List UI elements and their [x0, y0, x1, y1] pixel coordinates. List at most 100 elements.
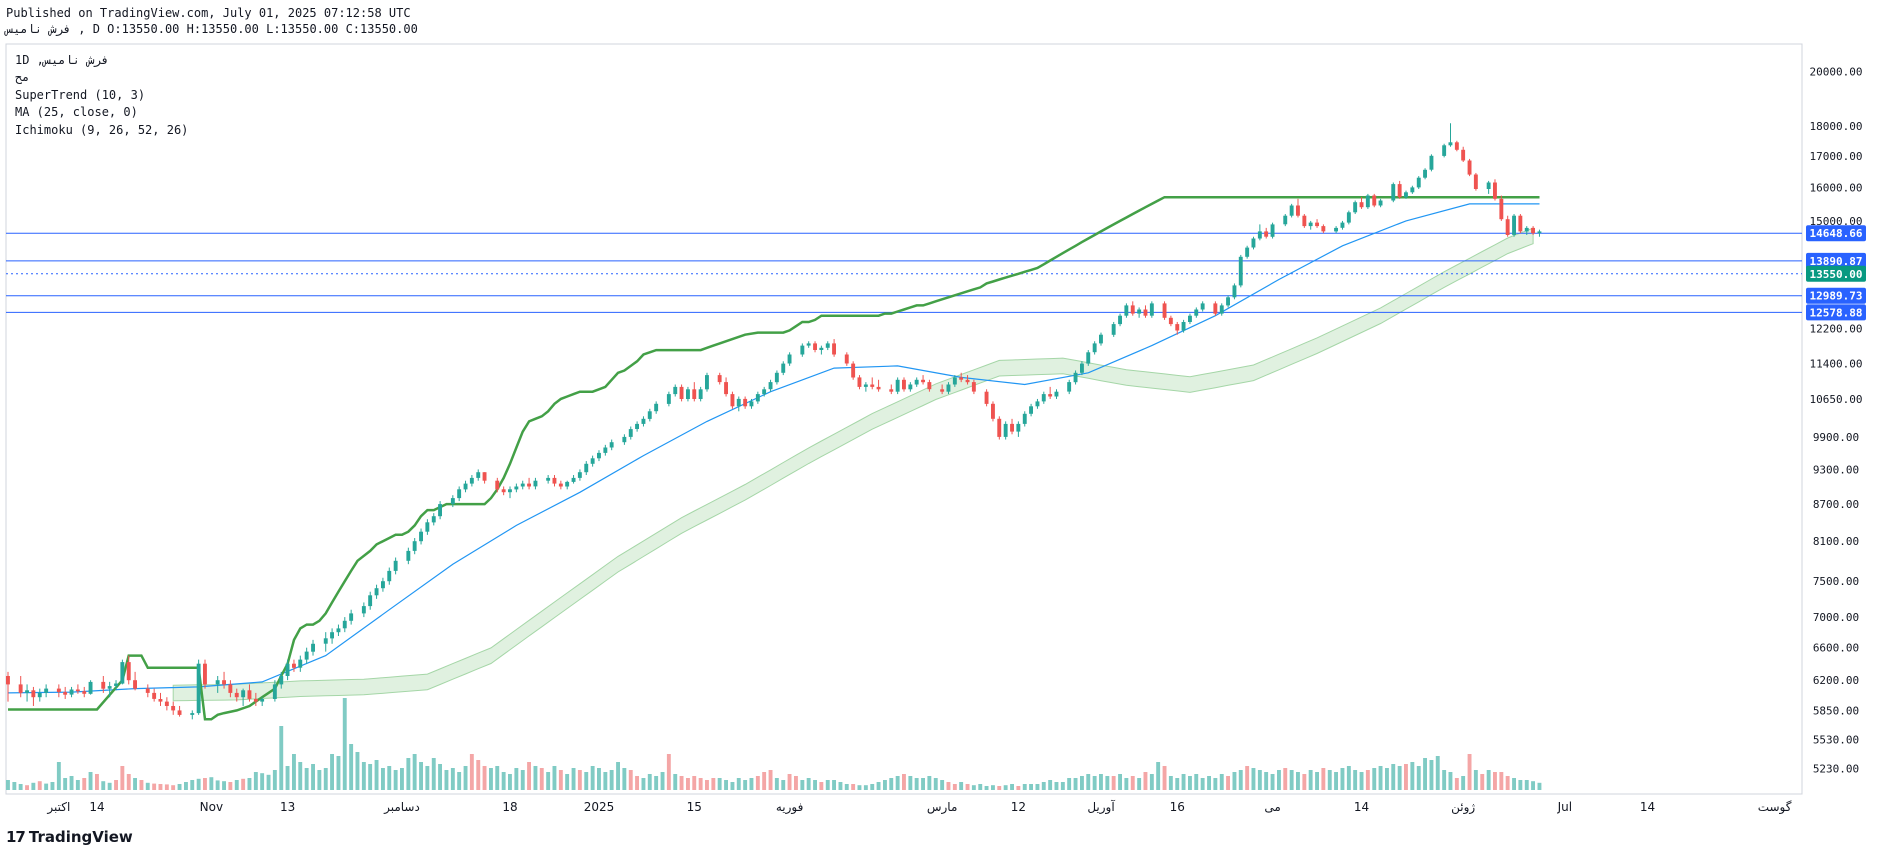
- volume-bar: [482, 766, 487, 790]
- candle-body: [247, 690, 252, 699]
- candle-body: [336, 628, 341, 633]
- candle-body: [1493, 182, 1497, 199]
- candle-body: [298, 659, 303, 668]
- volume-bar: [177, 784, 182, 790]
- volume-bar: [164, 784, 169, 790]
- tradingview-wordmark: TradingView: [28, 828, 133, 846]
- candle-body: [406, 550, 411, 561]
- y-tick-label: 16000.00: [1810, 181, 1863, 194]
- volume-bar: [88, 772, 93, 790]
- price-line-label-bg: [1806, 252, 1866, 269]
- candle-body: [419, 531, 423, 542]
- y-tick-label: 20000.00: [1810, 65, 1863, 78]
- volume-bar: [539, 768, 544, 790]
- volume-bar: [717, 778, 722, 790]
- candle-body: [571, 477, 576, 482]
- volume-bar: [508, 774, 512, 790]
- candle-body: [546, 477, 551, 481]
- candle-body: [425, 522, 430, 532]
- candle-body: [1346, 212, 1351, 223]
- volume-bar: [1092, 776, 1097, 790]
- volume-bar: [577, 770, 582, 790]
- legend-ichimoku[interactable]: Ichimoku (9, 26, 52, 26): [15, 123, 188, 137]
- legend-supertrend[interactable]: SuperTrend (10, 3): [15, 88, 145, 102]
- volume-bar: [724, 780, 728, 790]
- candle-body: [679, 386, 684, 399]
- volume-bar: [673, 774, 678, 790]
- candle-body: [1486, 182, 1491, 189]
- candle-body: [889, 389, 894, 392]
- volume-bar: [31, 782, 36, 790]
- volume-bar: [304, 768, 309, 790]
- candle-body: [787, 354, 792, 364]
- volume-bar: [1340, 768, 1345, 790]
- x-tick-label: Jul: [1557, 800, 1572, 814]
- volume-bar: [997, 786, 1002, 790]
- candle-body: [946, 384, 951, 392]
- candle-body: [622, 436, 627, 443]
- volume-bar: [584, 772, 589, 790]
- candle-body: [1080, 363, 1084, 373]
- candle-body: [666, 394, 671, 404]
- volume-bar: [1467, 754, 1472, 790]
- volume-bar: [1353, 770, 1358, 790]
- candle-body: [1245, 247, 1250, 257]
- candle-body: [1213, 303, 1218, 314]
- candle-body: [234, 692, 239, 698]
- candle-body: [514, 486, 519, 490]
- volume-bar: [647, 774, 652, 790]
- volume-bar: [1486, 770, 1491, 790]
- volume-bar: [533, 766, 538, 790]
- candle-body: [18, 684, 23, 693]
- candle-body: [501, 489, 506, 493]
- volume-bar: [412, 754, 417, 790]
- candle-body: [1442, 145, 1447, 156]
- candle-body: [647, 411, 652, 419]
- volume-bar: [1378, 766, 1383, 790]
- volume-bar: [1473, 770, 1478, 790]
- candle-body: [1296, 205, 1300, 216]
- candle-body: [368, 595, 373, 607]
- volume-bar: [1118, 774, 1122, 790]
- candle-body: [495, 480, 500, 490]
- candle-body: [508, 489, 512, 493]
- volume-bar: [965, 784, 970, 790]
- candle-body: [1283, 215, 1288, 225]
- candle-body: [749, 401, 754, 407]
- candle-body: [1073, 372, 1078, 383]
- volume-bar: [800, 780, 805, 790]
- volume-bar: [107, 782, 112, 790]
- volume-bar: [114, 780, 118, 790]
- candle-body: [1353, 202, 1358, 213]
- volume-bar: [609, 770, 614, 790]
- volume-bar: [1073, 778, 1078, 790]
- candle-body: [908, 384, 913, 390]
- volume-bar: [755, 776, 760, 790]
- price-line-label: 14648.66: [1810, 227, 1863, 240]
- volume-bar: [654, 776, 659, 790]
- candle-body: [1016, 423, 1021, 432]
- volume-bar: [63, 778, 68, 790]
- candle-body: [69, 689, 74, 695]
- volume-bar: [1022, 784, 1027, 790]
- tradingview-mark-icon: 17: [6, 828, 26, 846]
- legend-ma[interactable]: MA (25, close, 0): [15, 105, 138, 119]
- y-tick-label: 7500.00: [1813, 575, 1859, 588]
- tradingview-logo[interactable]: 17 TradingView: [6, 828, 133, 846]
- candle-body: [997, 418, 1002, 437]
- x-tick-label: گوست: [1758, 800, 1792, 815]
- candle-body: [717, 375, 722, 383]
- candle-body: [1334, 227, 1338, 232]
- volume-bar: [12, 782, 17, 790]
- candle-body: [1429, 155, 1434, 170]
- candle-body: [37, 692, 42, 698]
- volume-bar: [1327, 770, 1332, 790]
- candle-body: [870, 384, 875, 387]
- volume-bar: [387, 766, 392, 790]
- candle-body: [597, 452, 601, 459]
- volume-bar: [1226, 776, 1230, 790]
- volume-bar: [1461, 776, 1466, 790]
- candle-body: [1365, 195, 1370, 208]
- price-line-label: 13890.87: [1810, 255, 1863, 268]
